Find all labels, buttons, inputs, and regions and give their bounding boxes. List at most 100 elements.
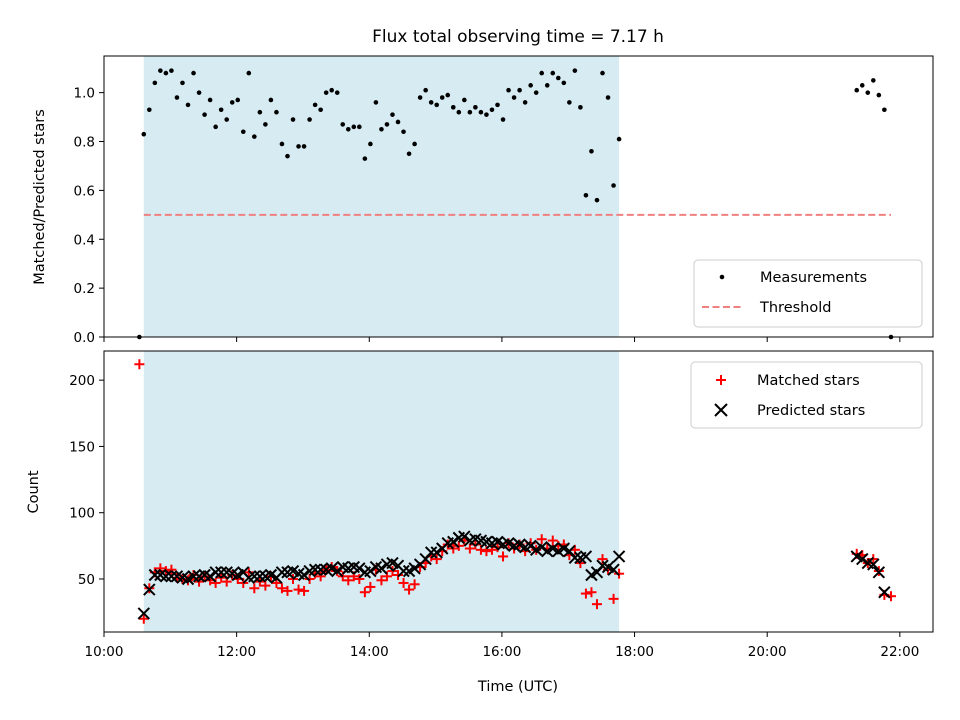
measurement-point bbox=[517, 87, 522, 93]
measurement-point bbox=[368, 141, 373, 147]
predicted-star-point bbox=[397, 564, 410, 578]
measurement-point bbox=[395, 119, 401, 125]
predicted-star-point bbox=[314, 563, 327, 576]
measurement-point bbox=[334, 90, 340, 95]
measurement-point bbox=[865, 90, 871, 95]
measurement-point bbox=[611, 183, 616, 188]
legend-matched-label: Matched stars bbox=[757, 373, 860, 389]
x-axis-label: Time (UTC) bbox=[477, 679, 558, 695]
measurement-point bbox=[401, 129, 406, 135]
measurement-point bbox=[152, 80, 158, 86]
matched-star-point bbox=[453, 540, 464, 551]
matched-star-point bbox=[409, 579, 420, 590]
measurement-point bbox=[163, 70, 169, 76]
measurement-point bbox=[224, 117, 229, 122]
matched-star-point bbox=[608, 593, 619, 604]
measurement-point bbox=[594, 197, 600, 203]
predicted-star-point bbox=[856, 552, 869, 566]
measurement-point bbox=[384, 122, 390, 127]
matched-star-point bbox=[398, 577, 409, 588]
measurement-point bbox=[567, 100, 572, 105]
measurement-point bbox=[434, 102, 440, 108]
matched-star-point bbox=[464, 543, 475, 554]
count-y-axis-label: Count bbox=[26, 470, 42, 513]
predicted-star-point bbox=[375, 562, 388, 575]
matched-star-point bbox=[431, 554, 442, 565]
measurement-point bbox=[207, 97, 213, 103]
measurement-point bbox=[600, 70, 605, 76]
measurement-point bbox=[301, 144, 307, 149]
measurement-point bbox=[489, 107, 495, 113]
measurement-point bbox=[351, 124, 357, 130]
measurement-point bbox=[445, 92, 451, 98]
measurement-point bbox=[307, 117, 312, 122]
matched-star-point bbox=[249, 583, 260, 594]
predicted-star-point bbox=[535, 540, 548, 554]
observing-window-top bbox=[143, 56, 620, 337]
matched-star-point bbox=[354, 573, 365, 584]
count-y-tick-label: 200 bbox=[69, 373, 95, 389]
measurement-point bbox=[296, 144, 301, 149]
matched-star-point bbox=[376, 575, 387, 586]
x-tick-label: 20:00 bbox=[748, 644, 787, 660]
measurement-point bbox=[412, 141, 417, 147]
measurement-point bbox=[196, 90, 202, 95]
predicted-star-point bbox=[458, 530, 471, 543]
ratio-y-tick-label: 0.0 bbox=[74, 330, 95, 346]
matched-star-point bbox=[580, 588, 591, 599]
count-legend-box bbox=[690, 361, 923, 429]
measurement-point bbox=[533, 90, 539, 95]
x-tick-label: 22:00 bbox=[880, 644, 919, 660]
measurement-point bbox=[340, 122, 346, 127]
matched-star-point bbox=[134, 359, 145, 370]
x-tick-label: 10:00 bbox=[85, 644, 124, 660]
measurement-point bbox=[578, 105, 583, 110]
matched-star-point bbox=[299, 585, 310, 596]
measurement-point bbox=[473, 105, 478, 110]
measurement-point bbox=[539, 70, 545, 76]
measurement-point bbox=[274, 109, 279, 115]
measurement-point bbox=[218, 107, 224, 113]
measurement-point bbox=[345, 127, 351, 132]
predicted-star-point bbox=[408, 562, 421, 575]
legend-measurements-marker bbox=[719, 274, 725, 280]
measurement-point bbox=[859, 83, 865, 88]
measurement-point bbox=[357, 124, 362, 130]
count-legend: Matched stars Predicted stars bbox=[690, 361, 923, 429]
legend-threshold-label: Threshold bbox=[759, 300, 831, 316]
legend-predicted-label: Predicted stars bbox=[757, 403, 865, 419]
measurement-point bbox=[467, 109, 473, 115]
predicted-star-point bbox=[524, 539, 537, 553]
measurement-point bbox=[871, 78, 876, 83]
measurement-point bbox=[544, 83, 550, 88]
predicted-star-point bbox=[148, 568, 162, 582]
measurement-point bbox=[423, 87, 428, 93]
measurement-point bbox=[147, 107, 152, 113]
measurement-point bbox=[417, 95, 423, 100]
measurement-point bbox=[268, 97, 274, 103]
predicted-star-point bbox=[607, 563, 620, 576]
predicted-star-point bbox=[612, 550, 626, 563]
measurement-point bbox=[506, 87, 511, 93]
predicted-star-point bbox=[143, 583, 156, 596]
matched-star-point bbox=[243, 567, 254, 578]
ratio-legend-box bbox=[693, 259, 923, 328]
ratio-legend: Measurements Threshold bbox=[693, 259, 923, 328]
measurement-point bbox=[285, 153, 290, 159]
measurement-point bbox=[379, 127, 384, 132]
x-tick-label: 16:00 bbox=[482, 644, 521, 660]
legend-predicted-marker bbox=[714, 403, 728, 417]
predicted-star-point bbox=[253, 570, 267, 583]
predicted-star-point bbox=[187, 570, 200, 583]
predicted-star-point bbox=[872, 566, 886, 579]
measurement-point bbox=[390, 112, 395, 117]
predicted-star-point bbox=[568, 551, 582, 564]
count-panel-frame bbox=[103, 350, 934, 633]
ratio-ticks: 0.0 0.2 0.4 0.6 0.8 1.0 bbox=[74, 86, 901, 346]
predicted-star-point bbox=[430, 546, 443, 559]
matched-star-point bbox=[591, 599, 602, 610]
chart-title: Flux total observing time = 7.17 h bbox=[372, 27, 664, 47]
measurement-point bbox=[202, 112, 207, 117]
measurement-point bbox=[462, 97, 467, 103]
predicted-star-point bbox=[353, 562, 366, 575]
